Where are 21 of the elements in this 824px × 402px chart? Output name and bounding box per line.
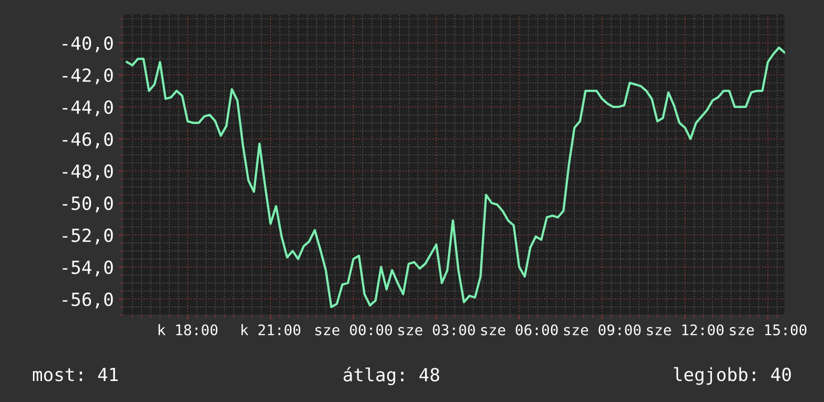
y-tick-label: -46,0 [62, 132, 113, 148]
y-tick-label: -40,0 [62, 36, 113, 52]
y-tick-label: -50,0 [62, 196, 113, 212]
x-tick-label: sze 03:00 [398, 324, 475, 336]
x-tick-label: k 18:00 [158, 324, 218, 336]
y-tick-label: -48,0 [62, 164, 113, 180]
text: most: 41 [32, 368, 118, 382]
text: legjobb: 40 [674, 367, 791, 385]
y-tick-label: -54,0 [62, 260, 113, 276]
x-tick-label: sze 15:00 [730, 324, 806, 336]
x-tick-label: sze 00:00 [315, 324, 392, 336]
x-tick-label: sze 09:00 [564, 324, 641, 336]
y-tick-label: -56,0 [62, 292, 113, 308]
y-tick-label: -52,0 [62, 228, 113, 244]
text: átlag: 48 [344, 366, 440, 386]
y-tick-label: -44,0 [62, 100, 113, 116]
line-series [126, 46, 785, 308]
y-tick-label: -42,0 [62, 68, 113, 84]
x-tick-label: k 21:00 [241, 324, 300, 336]
x-tick-label: sze 12:00 [646, 324, 724, 336]
x-tick-label: sze 06:00 [481, 324, 558, 336]
